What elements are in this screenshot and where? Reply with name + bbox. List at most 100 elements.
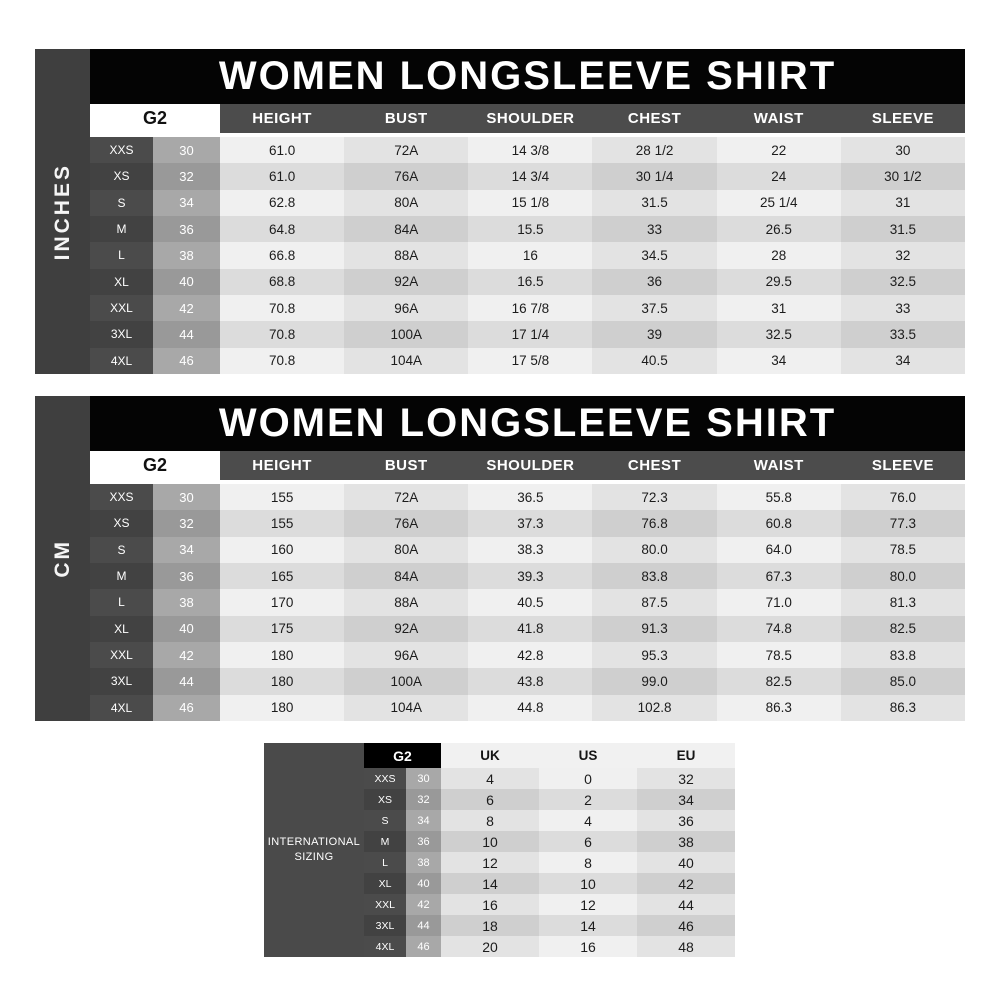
g2-number-cell: 34 [406, 810, 441, 831]
unit-label-cm: CM [50, 539, 74, 578]
column-header-height: HEIGHT [220, 104, 345, 133]
size-label-cell: XS [364, 789, 406, 810]
table-row: L 38 66.8 88A 16 34.5 28 32 [90, 242, 965, 269]
bust-cell: 76A [344, 510, 469, 537]
sleeve-cell: 86.3 [840, 694, 965, 721]
waist-cell: 64.0 [716, 536, 841, 563]
height-cell: 175 [220, 615, 345, 642]
g2-number-cell: 42 [406, 894, 441, 915]
uk-size-cell: 18 [441, 915, 539, 936]
table-main: WOMEN LONGSLEEVE SHIRT G2 HEIGHT BUST SH… [90, 49, 965, 374]
height-cell: 165 [220, 562, 345, 590]
size-label-cell: 3XL [90, 668, 153, 695]
international-label-line2: SIZING [294, 851, 334, 863]
table-row: L 38 170 88A 40.5 87.5 71.0 81.3 [90, 589, 965, 616]
height-cell: 66.8 [220, 242, 345, 269]
chest-cell: 87.5 [592, 589, 717, 616]
size-label-cell: XXL [364, 894, 406, 915]
size-label-cell: XXS [90, 137, 153, 164]
table-row: XS 32 6 2 34 [364, 789, 735, 810]
shoulder-cell: 16 [468, 242, 593, 269]
waist-cell: 71.0 [716, 589, 841, 616]
size-label-cell: XL [364, 873, 406, 894]
size-label-cell: XXS [90, 484, 153, 511]
shoulder-cell: 39.3 [468, 562, 593, 590]
height-cell: 68.8 [220, 268, 345, 295]
table-row: 4XL 46 180 104A 44.8 102.8 86.3 86.3 [90, 694, 965, 721]
eu-size-cell: 38 [637, 831, 735, 852]
waist-cell: 32.5 [716, 321, 841, 348]
table-row: L 38 12 8 40 [364, 852, 735, 873]
table-row: M 36 10 6 38 [364, 831, 735, 852]
g2-number-cell: 46 [153, 347, 220, 374]
height-cell: 61.0 [220, 163, 345, 190]
size-label-cell: 4XL [364, 936, 406, 957]
shoulder-cell: 17 1/4 [468, 321, 593, 348]
table-row: 3XL 44 18 14 46 [364, 915, 735, 936]
table-row: XXS 30 155 72A 36.5 72.3 55.8 76.0 [90, 484, 965, 511]
height-cell: 155 [220, 510, 345, 537]
table-row: M 36 165 84A 39.3 83.8 67.3 80.0 [90, 562, 965, 590]
table-row: XS 32 61.0 76A 14 3/4 30 1/4 24 30 1/2 [90, 163, 965, 190]
shoulder-cell: 14 3/4 [468, 163, 593, 190]
sleeve-cell: 32.5 [840, 268, 965, 295]
column-header-height: HEIGHT [220, 451, 345, 480]
g2-number-cell: 38 [153, 589, 220, 616]
g2-header: G2 [90, 104, 220, 133]
height-cell: 70.8 [220, 347, 345, 374]
chest-cell: 33 [592, 215, 717, 243]
us-size-cell: 14 [539, 915, 637, 936]
waist-cell: 74.8 [716, 615, 841, 642]
bust-cell: 104A [344, 694, 469, 721]
waist-cell: 22 [716, 137, 841, 164]
column-header-chest: CHEST [592, 104, 717, 133]
height-cell: 62.8 [220, 189, 345, 216]
chest-cell: 99.0 [592, 668, 717, 695]
chest-cell: 80.0 [592, 536, 717, 563]
eu-size-cell: 46 [637, 915, 735, 936]
sleeve-cell: 30 1/2 [840, 163, 965, 190]
shoulder-cell: 16 7/8 [468, 294, 593, 322]
chest-cell: 31.5 [592, 189, 717, 216]
chest-cell: 95.3 [592, 641, 717, 669]
chest-cell: 40.5 [592, 347, 717, 374]
international-label-line1: INTERNATIONAL [267, 835, 361, 848]
eu-size-cell: 32 [637, 768, 735, 789]
header-divider [90, 133, 965, 137]
waist-cell: 34 [716, 347, 841, 374]
size-label-cell: L [90, 589, 153, 616]
height-cell: 61.0 [220, 137, 345, 164]
waist-cell: 55.8 [716, 484, 841, 511]
g2-number-cell: 40 [153, 268, 220, 295]
cm-size-table: CM WOMEN LONGSLEEVE SHIRT G2 HEIGHT BUST… [35, 396, 965, 721]
size-label-cell: 3XL [364, 915, 406, 936]
size-label-cell: XS [90, 510, 153, 537]
international-sizing-label: INTERNATIONAL SIZING [264, 743, 364, 957]
shoulder-cell: 15 1/8 [468, 189, 593, 216]
table-row: XXL 42 180 96A 42.8 95.3 78.5 83.8 [90, 641, 965, 669]
bust-cell: 76A [344, 163, 469, 190]
table-row: 4XL 46 20 16 48 [364, 936, 735, 957]
g2-number-cell: 46 [406, 936, 441, 957]
waist-cell: 67.3 [716, 562, 841, 590]
column-header-bust: BUST [344, 451, 469, 480]
waist-cell: 31 [716, 294, 841, 322]
column-header-us: US [539, 743, 637, 768]
waist-cell: 60.8 [716, 510, 841, 537]
height-cell: 170 [220, 589, 345, 616]
waist-cell: 78.5 [716, 641, 841, 669]
bust-cell: 72A [344, 484, 469, 511]
uk-size-cell: 10 [441, 831, 539, 852]
sleeve-cell: 77.3 [840, 510, 965, 537]
shoulder-cell: 43.8 [468, 668, 593, 695]
sleeve-cell: 81.3 [840, 589, 965, 616]
table-title: WOMEN LONGSLEEVE SHIRT [90, 49, 965, 104]
sleeve-cell: 30 [840, 137, 965, 164]
sleeve-cell: 31 [840, 189, 965, 216]
size-label-cell: 4XL [90, 347, 153, 374]
sleeve-cell: 76.0 [840, 484, 965, 511]
shoulder-cell: 17 5/8 [468, 347, 593, 374]
shoulder-cell: 38.3 [468, 536, 593, 563]
g2-number-cell: 44 [153, 321, 220, 348]
g2-number-cell: 32 [153, 163, 220, 190]
